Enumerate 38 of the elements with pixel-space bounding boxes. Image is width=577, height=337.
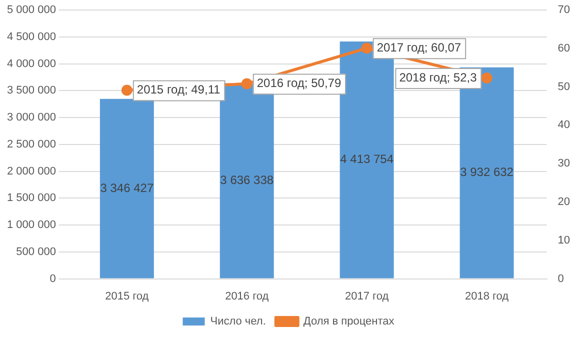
y-tick-label: 1 500 000 <box>7 192 56 204</box>
y-tick-label: 4 000 000 <box>7 58 56 70</box>
x-tick-label: 2017 год <box>345 290 390 302</box>
legend-label: Число чел. <box>210 316 266 328</box>
y-tick-label: 2 500 000 <box>7 138 56 150</box>
data-label: 3 932 632 <box>460 165 514 180</box>
data-label: 4 413 754 <box>340 152 394 166</box>
y-tick-label: 5 000 000 <box>7 4 56 16</box>
legend-label: Доля в процентах <box>303 316 395 328</box>
x-tick-label: 2018 год <box>464 290 510 302</box>
bar <box>100 98 154 278</box>
data-label: 2017 год; 60,07 <box>376 40 462 54</box>
y-tick-label: 1 000 000 <box>7 219 56 232</box>
y2-tick-label: 30 <box>558 158 570 170</box>
y-tick-label: 4 500 000 <box>7 30 56 43</box>
y-tick-label: 0 <box>50 272 56 285</box>
point <box>481 72 492 84</box>
x-tick-label: 2016 год <box>225 290 270 302</box>
point <box>361 42 372 54</box>
data-label: 2015 год; 49,11 <box>136 82 221 97</box>
data-label: 2018 год; 52,3 <box>399 70 478 84</box>
y-tick-label: 3 500 000 <box>7 84 56 97</box>
y-tick-label: 3 000 000 <box>7 112 56 124</box>
point <box>121 84 132 96</box>
y2-tick-label: 10 <box>558 234 570 246</box>
y2-tick-label: 60 <box>558 42 570 54</box>
point <box>241 78 252 90</box>
data-label: 2016 год; 50,79 <box>256 76 342 90</box>
y2-tick-label: 0 <box>558 272 564 285</box>
y2-tick-label: 70 <box>558 4 570 16</box>
y2-tick-label: 50 <box>558 80 570 93</box>
data-label: 3 636 338 <box>220 173 274 188</box>
y2-tick-label: 20 <box>558 196 570 208</box>
x-tick-label: 2015 год <box>105 290 150 302</box>
data-label: 3 346 427 <box>100 180 154 195</box>
y-tick-label: 500 000 <box>16 246 56 258</box>
y2-tick-label: 40 <box>558 119 570 132</box>
y-tick-label: 2 000 000 <box>7 165 56 178</box>
